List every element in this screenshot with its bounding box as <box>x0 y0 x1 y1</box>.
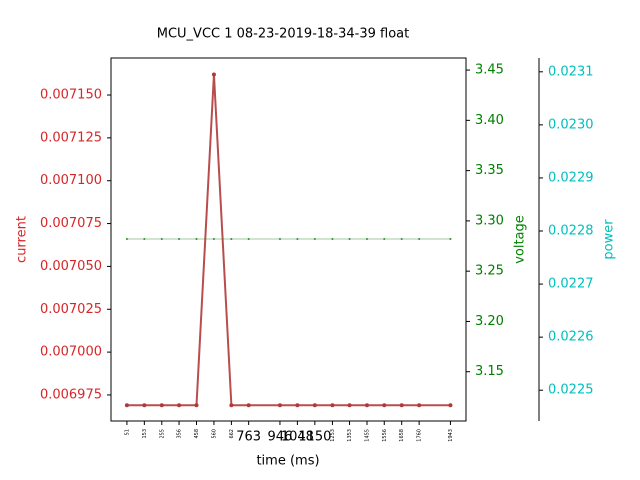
point <box>382 403 387 408</box>
point <box>295 403 300 408</box>
x-tick-label: 946 <box>268 430 293 445</box>
x-tick-label: 1943 <box>448 429 454 442</box>
x-tick-label: 1353 <box>347 429 353 442</box>
y-axis-label: current <box>15 216 30 263</box>
point <box>143 237 146 240</box>
y-tick-label: 0.0231 <box>548 64 594 79</box>
y-tick-label: 0.007050 <box>40 259 102 274</box>
point <box>399 403 404 408</box>
point <box>417 403 422 408</box>
y-tick-label: 3.40 <box>475 113 504 128</box>
y-tick-label: 0.0226 <box>548 330 594 345</box>
y-tick-label: 0.007025 <box>40 302 102 317</box>
point <box>400 237 403 240</box>
point <box>347 403 352 408</box>
x-axis-label: time (ms) <box>256 454 319 469</box>
x-tick-label: 560 <box>211 429 217 439</box>
point <box>124 403 129 408</box>
point <box>383 237 386 240</box>
plot-frame <box>110 57 467 422</box>
point <box>365 237 368 240</box>
point <box>313 237 316 240</box>
point <box>125 237 128 240</box>
y-tick-label: 0.007125 <box>40 130 102 145</box>
y-tick-label: 0.007100 <box>40 173 102 188</box>
x-tick-label: 51 <box>124 429 130 435</box>
point <box>331 237 334 240</box>
y-tick-label: 3.15 <box>475 364 504 379</box>
point <box>247 237 250 240</box>
y2-axis-label: voltage <box>513 215 528 264</box>
y-tick-label: 0.0228 <box>548 224 594 239</box>
y-tick-label: 0.007000 <box>40 345 102 360</box>
point <box>364 403 369 408</box>
y-tick-label: 3.35 <box>475 163 504 178</box>
point <box>160 237 163 240</box>
x-tick-label: 1150 <box>298 430 331 445</box>
x-tick-label: 1658 <box>399 429 405 442</box>
point <box>277 403 282 408</box>
y3-axis-label: power <box>602 219 617 260</box>
point <box>212 237 215 240</box>
point <box>330 403 335 408</box>
point <box>278 237 281 240</box>
y-tick-label: 3.20 <box>475 314 504 329</box>
point <box>229 403 234 408</box>
point <box>449 237 452 240</box>
x-tick-label: 763 <box>236 430 261 445</box>
x-tick-label: 255 <box>159 429 165 439</box>
y-tick-label: 0.0227 <box>548 277 594 292</box>
point <box>448 403 453 408</box>
x-tick-label: 356 <box>177 429 183 439</box>
y-tick-label: 3.30 <box>475 213 504 228</box>
point <box>178 237 181 240</box>
point <box>246 403 251 408</box>
y-tick-label: 0.006975 <box>40 387 102 402</box>
x-tick-label: 153 <box>142 429 148 439</box>
y-tick-label: 0.0229 <box>548 170 594 185</box>
x-tick-label: 1455 <box>364 429 370 442</box>
y-tick-label: 0.007150 <box>40 88 102 103</box>
point <box>211 72 216 77</box>
point <box>142 403 147 408</box>
point <box>195 237 198 240</box>
point <box>177 403 182 408</box>
point <box>194 403 199 408</box>
y-tick-label: 3.25 <box>475 264 504 279</box>
point <box>312 403 317 408</box>
y-tick-label: 0.0230 <box>548 117 594 132</box>
point <box>348 237 351 240</box>
y-tick-label: 0.0225 <box>548 383 594 398</box>
y-tick-label: 0.007075 <box>40 216 102 231</box>
chart-title: MCU_VCC 1 08-23-2019-18-34-39 float <box>157 27 409 42</box>
x-tick-label: 1760 <box>417 429 423 442</box>
x-tick-label: 1048 <box>281 430 314 445</box>
point <box>296 237 299 240</box>
x-tick-label: 1556 <box>382 429 388 442</box>
x-tick-label: 1253 <box>330 429 336 442</box>
x-tick-label: 458 <box>194 429 200 439</box>
point <box>418 237 421 240</box>
x-tick-label: 662 <box>229 429 235 439</box>
point <box>230 237 233 240</box>
y-tick-label: 3.45 <box>475 63 504 78</box>
point <box>159 403 164 408</box>
line-current <box>126 74 451 407</box>
